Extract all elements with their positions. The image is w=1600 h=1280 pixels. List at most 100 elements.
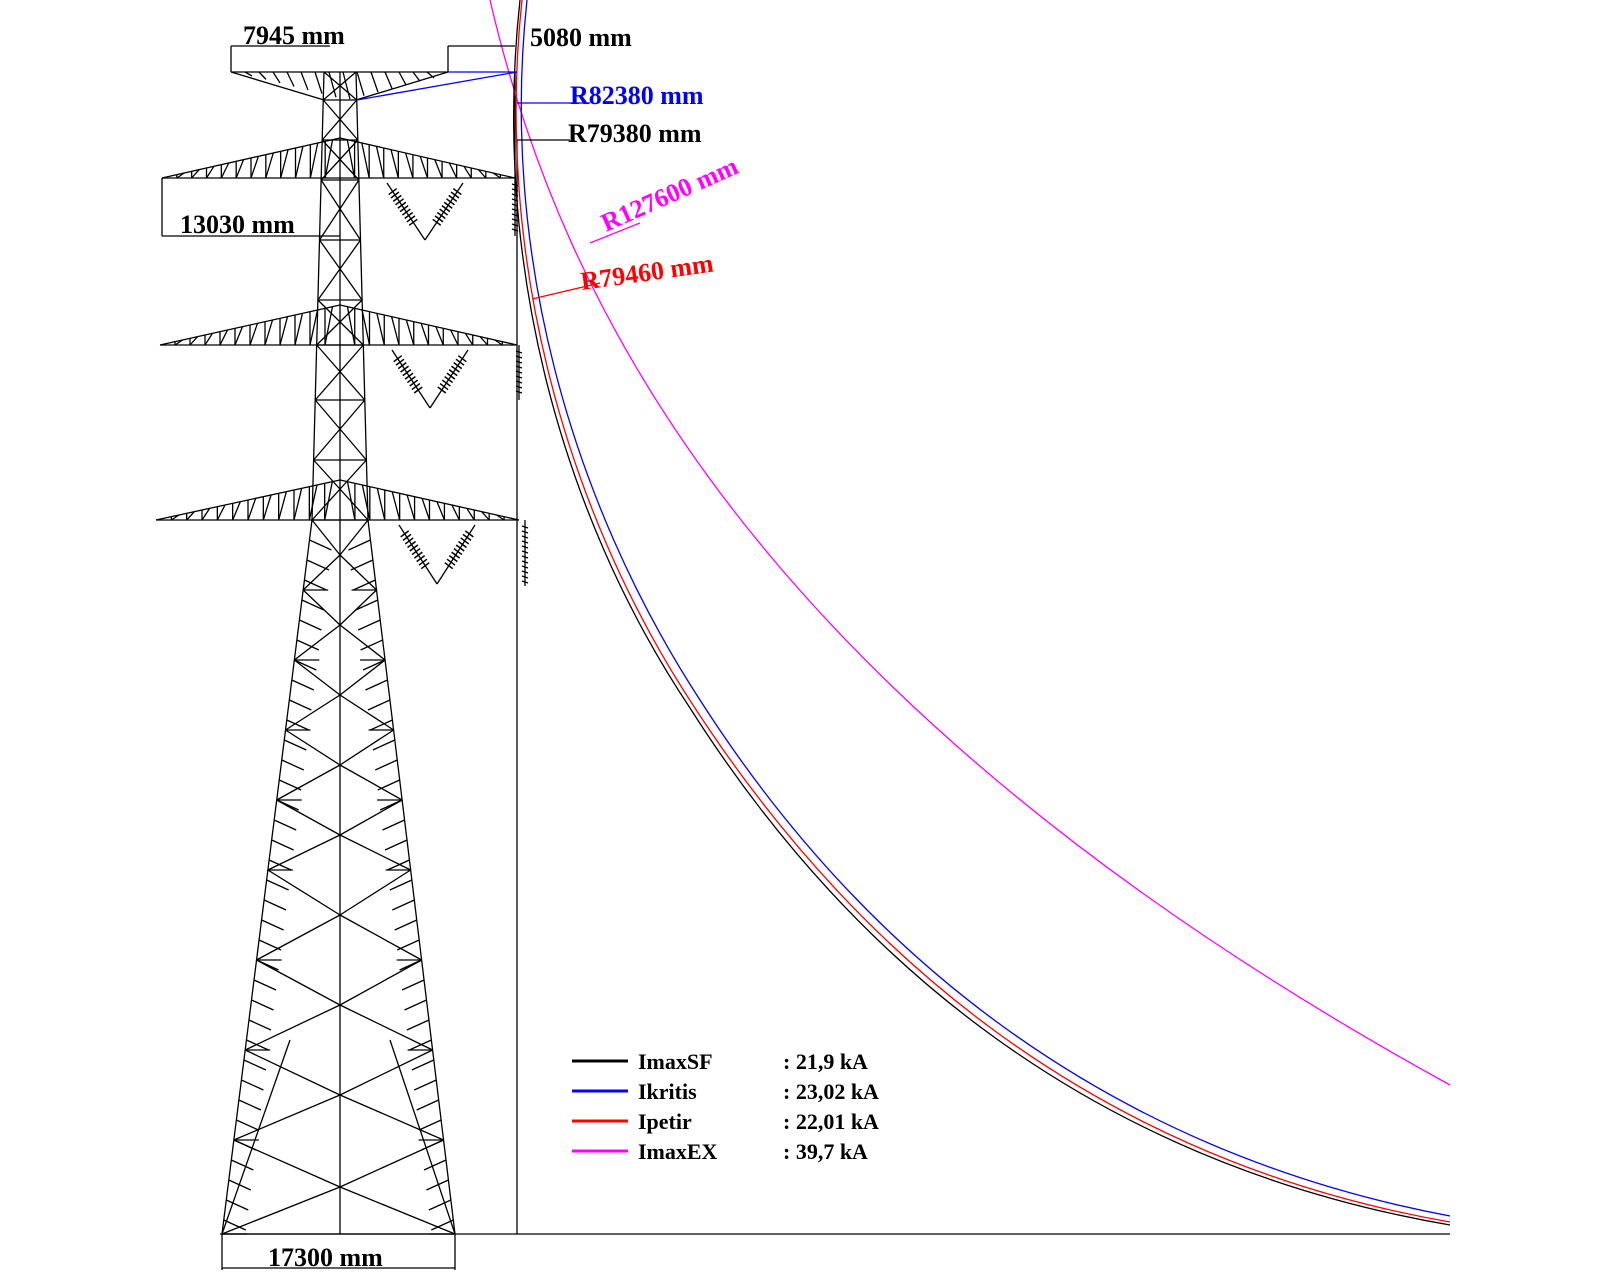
- insulator-disc: [402, 533, 412, 541]
- insulator-disc: [437, 386, 447, 394]
- leg-lacing: [362, 659, 386, 671]
- insulator-strings: [386, 72, 529, 586]
- body-brace: [339, 959, 422, 1006]
- lower-crossarm-web: [293, 488, 303, 521]
- lower-crossarm-web: [247, 498, 257, 521]
- leg-lacing: [306, 559, 330, 571]
- insulator-disc: [521, 555, 529, 559]
- lower-crossarm-web: [391, 491, 401, 521]
- leg-lacing: [355, 599, 379, 611]
- insulator-disc: [420, 562, 430, 570]
- body-brace: [285, 729, 341, 766]
- leg-lacing: [231, 1159, 254, 1171]
- insulator-disc: [450, 191, 460, 199]
- leg-lacing: [387, 859, 410, 871]
- leg-lacing: [278, 779, 302, 791]
- leg-lacing: [382, 819, 405, 831]
- shield-arm-web: [244, 71, 253, 77]
- lower-crossarm-web: [201, 507, 211, 521]
- lower-crossarm-web: [346, 481, 356, 521]
- insulator-disc: [395, 198, 404, 206]
- leg-lacing: [389, 879, 413, 891]
- middle-crossarm-web: [494, 339, 503, 346]
- body-brace: [339, 1049, 433, 1096]
- insulator-disc: [400, 530, 410, 538]
- upper-crossarm-web: [375, 146, 385, 179]
- leg-lacing: [299, 619, 322, 631]
- lower-crossarm-web: [186, 511, 195, 521]
- insulator-disc: [409, 544, 419, 552]
- insulator-disc: [458, 540, 467, 549]
- mast-brace: [320, 179, 362, 241]
- leg-lacing: [409, 1039, 432, 1051]
- dim-crossarm-top-label: 7945 mm: [243, 21, 345, 50]
- dim-base-label: 17300 mm: [268, 1243, 383, 1272]
- shield-arm-web: [314, 71, 323, 94]
- mast-brace: [321, 99, 358, 141]
- body-brace: [339, 1094, 444, 1141]
- legend-label-ipetir: Ipetir: [638, 1109, 692, 1134]
- body-brace: [256, 959, 341, 1006]
- insulator-disc: [441, 205, 451, 213]
- upper-crossarm-web: [448, 162, 458, 179]
- body-brace: [293, 659, 341, 696]
- insulator-disc: [439, 382, 449, 391]
- leg-lacing: [421, 1139, 444, 1151]
- body-brace: [339, 624, 386, 661]
- insulator-disc: [511, 228, 519, 232]
- dimension-shield: [447, 45, 515, 72]
- leg-lacing: [309, 539, 332, 551]
- leg-lacing: [251, 999, 274, 1011]
- leg-lacing: [423, 1159, 447, 1171]
- shield-arm-web: [426, 71, 435, 79]
- leg-lacing: [350, 559, 374, 571]
- leg-lacing: [367, 699, 391, 711]
- lower-crossarm-web: [232, 501, 241, 521]
- insulator-disc: [411, 547, 421, 556]
- upper-crossarm-web: [176, 172, 185, 179]
- leg-lacing: [304, 579, 327, 591]
- middle-crossarm-web: [435, 326, 444, 346]
- insulator-disc: [521, 550, 529, 554]
- insulator-disc: [521, 535, 529, 539]
- upper-crossarm-web: [390, 149, 399, 179]
- leg-lacing: [431, 1219, 454, 1231]
- leg-lacing: [413, 1079, 437, 1091]
- insulator-disc: [441, 379, 451, 387]
- insulator-disc: [400, 365, 409, 373]
- insulator-disc: [404, 211, 414, 220]
- upper-crossarm-web: [492, 172, 501, 179]
- insulator-disc: [395, 358, 405, 366]
- insulator-disc: [397, 201, 407, 209]
- insulator-disc: [515, 370, 523, 374]
- shield-arm-web: [328, 71, 337, 98]
- mast-brace: [321, 139, 360, 181]
- insulator-disc: [402, 369, 412, 377]
- leg-lacing: [296, 639, 320, 651]
- leg-lacing: [426, 1179, 449, 1191]
- legend: ImaxSF: 21,9 kA Ikritis: 23,02 kA Ipetir: …: [572, 1049, 879, 1164]
- mast-brace: [322, 99, 359, 141]
- middle-crossarm-web: [464, 332, 474, 346]
- tower-right-leg: [367, 519, 456, 1235]
- middle-crossarm-web: [174, 339, 183, 346]
- insulator-disc: [511, 223, 519, 227]
- leg-lacing: [253, 979, 277, 991]
- r-imaxsf-label: R79380 mm: [568, 119, 702, 148]
- mast-brace: [317, 239, 362, 301]
- middle-crossarm-web: [249, 323, 259, 346]
- body-brace: [244, 1049, 341, 1096]
- legend-value-imaxsf: : 21,9 kA: [783, 1049, 868, 1074]
- insulator-disc: [464, 530, 474, 538]
- body-brace: [276, 799, 341, 836]
- upper-crossarm-web: [265, 152, 274, 179]
- leg-lacing: [404, 999, 427, 1011]
- lower-crossarm-web: [466, 507, 475, 521]
- middle-crossarm-web: [204, 332, 214, 346]
- insulator-disc: [453, 547, 463, 556]
- middle-crossarm-web: [294, 313, 304, 346]
- mast-brace: [318, 239, 363, 301]
- leg-lacing: [268, 859, 292, 871]
- leg-lacing: [357, 619, 381, 631]
- insulator-disc: [446, 558, 456, 566]
